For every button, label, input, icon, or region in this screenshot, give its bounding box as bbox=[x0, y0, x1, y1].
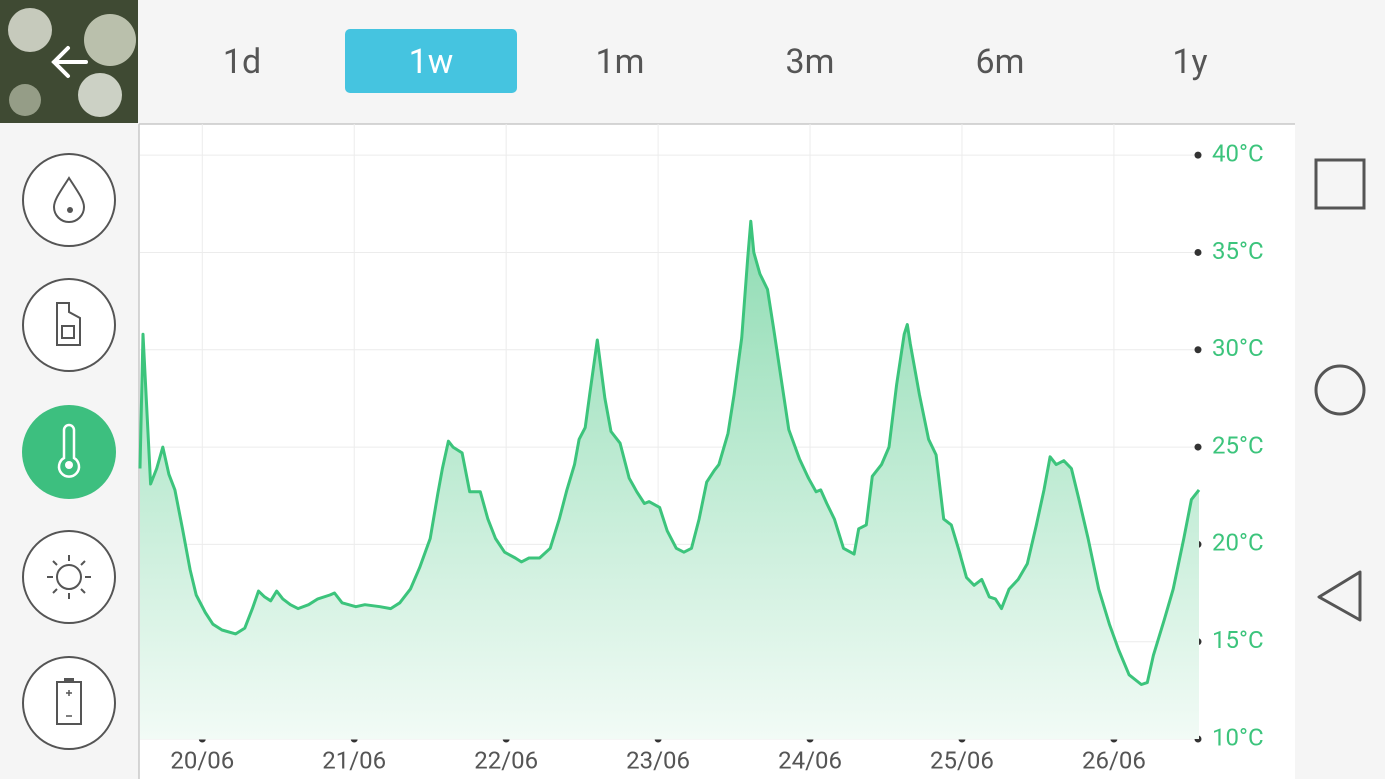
recents-button[interactable] bbox=[1314, 158, 1366, 210]
y-tick-label: 10°C bbox=[1212, 723, 1264, 751]
home-button[interactable] bbox=[1314, 364, 1366, 416]
y-tick-label: 40°C bbox=[1212, 139, 1264, 167]
top-bar bbox=[0, 0, 1295, 124]
fertilizer-button[interactable] bbox=[22, 278, 116, 372]
tab[interactable]: 1d bbox=[223, 42, 261, 82]
y-tick-dot bbox=[1194, 346, 1202, 354]
x-tick-label: 20/06 bbox=[170, 746, 234, 774]
temperature-line bbox=[138, 219, 1201, 686]
nav-bar bbox=[1295, 0, 1385, 779]
y-tick-label: 30°C bbox=[1212, 334, 1264, 362]
y-tick-label: 20°C bbox=[1212, 529, 1264, 557]
tab-label: 1d bbox=[223, 42, 261, 82]
tab-label: 1y bbox=[1172, 42, 1207, 82]
chart: 20/06 21/06 22/06 23/06 24/06 25/06 26/06 10°C 1… bbox=[138, 124, 1264, 774]
back-arrow bbox=[51, 46, 88, 78]
x-tick-label: 26/06 bbox=[1082, 746, 1146, 774]
temperature-button[interactable] bbox=[22, 405, 116, 499]
system-nav bbox=[1314, 158, 1366, 622]
x-tick-label: 23/06 bbox=[626, 746, 690, 774]
tab[interactable]: 1y bbox=[1172, 42, 1207, 82]
tab[interactable]: 3m bbox=[786, 42, 835, 82]
tab-label: 1w bbox=[409, 42, 454, 82]
flower bbox=[8, 8, 52, 52]
tab-label: 6m bbox=[976, 42, 1025, 82]
tab[interactable]: 1m bbox=[596, 42, 645, 82]
x-tick-label: 22/06 bbox=[474, 746, 538, 774]
x-tick-label: 25/06 bbox=[930, 746, 994, 774]
y-tick-label: 25°C bbox=[1212, 431, 1264, 459]
y-tick-dot bbox=[1194, 248, 1202, 256]
area-fill bbox=[140, 221, 1199, 740]
y-tick-dot bbox=[1194, 151, 1202, 159]
flower bbox=[84, 14, 136, 66]
water-button[interactable] bbox=[22, 153, 116, 247]
light-button[interactable] bbox=[22, 530, 116, 624]
x-tick-label: 24/06 bbox=[778, 746, 842, 774]
tab-label: 3m bbox=[786, 42, 835, 82]
tab-label: 1m bbox=[596, 42, 645, 82]
flower bbox=[78, 73, 122, 117]
back-nav-button[interactable] bbox=[1317, 570, 1362, 622]
flower bbox=[9, 84, 41, 116]
tab[interactable]: 6m bbox=[976, 42, 1025, 82]
y-tick-label: 35°C bbox=[1212, 237, 1264, 265]
tab[interactable]: 1w bbox=[345, 29, 517, 93]
sidebar-icons bbox=[22, 153, 116, 750]
back-button[interactable] bbox=[0, 0, 138, 123]
side-bar bbox=[0, 0, 139, 779]
y-tick-label: 15°C bbox=[1212, 626, 1264, 654]
y-tick-dot bbox=[1194, 443, 1202, 451]
tab-highlight bbox=[345, 29, 517, 93]
battery-button[interactable] bbox=[22, 656, 116, 750]
range-tabs: 1d 1w 1m 3m 6m 1y bbox=[223, 29, 1208, 93]
x-tick-label: 21/06 bbox=[322, 746, 386, 774]
